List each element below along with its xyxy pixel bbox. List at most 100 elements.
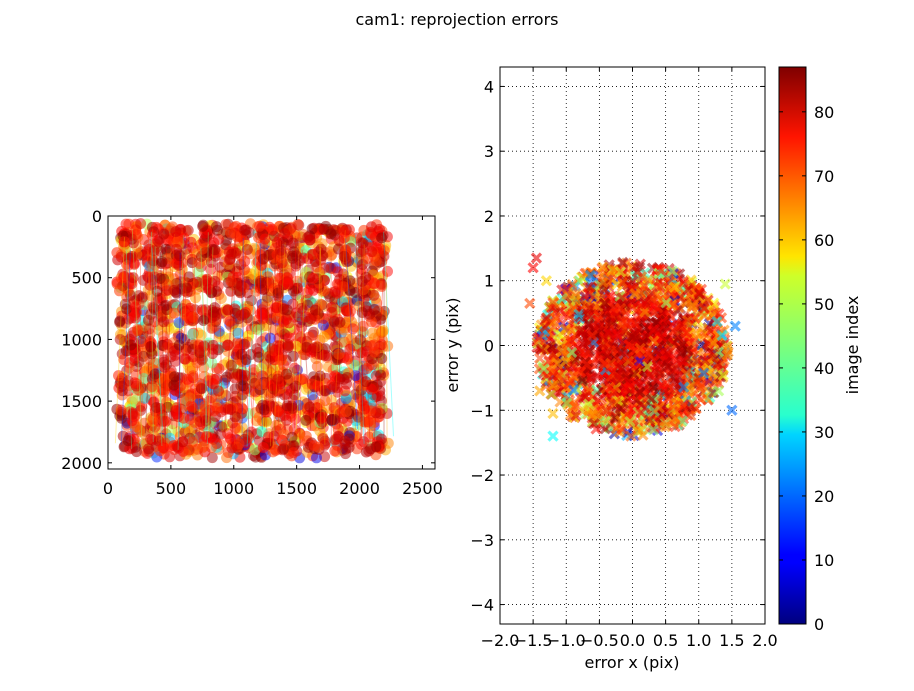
corner-point xyxy=(226,442,238,454)
error-marker xyxy=(616,277,628,289)
corner-point xyxy=(254,220,265,232)
corner-point xyxy=(318,331,330,343)
track-line xyxy=(163,234,175,431)
left-y-tick-label: 0 xyxy=(92,207,102,226)
corner-point xyxy=(181,286,193,298)
track-line xyxy=(360,241,365,437)
corner-point xyxy=(358,284,369,296)
error-marker xyxy=(668,399,680,412)
left-y-tick-label: 1000 xyxy=(61,330,102,349)
error-marker xyxy=(549,312,562,324)
corner-point xyxy=(168,284,180,296)
error-marker xyxy=(635,406,647,419)
corner-point xyxy=(156,256,168,268)
corner-point xyxy=(223,254,235,266)
colorbar-tick-label: 20 xyxy=(814,487,834,506)
error-marker xyxy=(566,361,579,373)
right-y-tick-label: 1 xyxy=(484,272,494,291)
right-x-tick-label: −1.0 xyxy=(547,631,586,650)
corner-point xyxy=(125,339,137,351)
error-marker xyxy=(651,280,663,292)
corner-point xyxy=(153,324,165,336)
corner-point xyxy=(209,244,221,256)
corner-point xyxy=(222,403,234,415)
corner-point xyxy=(275,244,287,256)
track-line xyxy=(218,249,223,433)
right-y-tick-label: −1 xyxy=(470,401,494,420)
corner-point xyxy=(314,370,326,382)
corner-point xyxy=(210,221,222,233)
error-marker xyxy=(668,299,680,311)
error-marker xyxy=(588,418,600,430)
corner-point xyxy=(318,349,330,361)
error-marker xyxy=(658,384,670,396)
corner-point xyxy=(275,354,286,366)
error-marker xyxy=(576,375,588,387)
error-marker xyxy=(597,261,609,273)
error-marker xyxy=(548,379,560,391)
error-marker xyxy=(617,256,629,269)
error-marker xyxy=(717,369,729,381)
error-marker xyxy=(660,297,672,309)
colorbar-gradient xyxy=(778,66,807,625)
corner-point xyxy=(115,251,127,263)
track-line xyxy=(204,232,209,440)
corner-point xyxy=(206,357,218,369)
corner-point xyxy=(224,315,236,327)
error-marker xyxy=(682,315,694,327)
track-line xyxy=(263,245,276,431)
corner-point xyxy=(276,434,288,446)
error-marker xyxy=(597,276,609,288)
corner-point xyxy=(329,414,340,425)
error-marker xyxy=(693,287,705,299)
track-line xyxy=(354,234,365,444)
track-line xyxy=(181,242,188,439)
error-marker xyxy=(547,370,559,382)
corner-point xyxy=(288,285,299,297)
corner-point xyxy=(128,258,140,270)
track-line xyxy=(182,228,191,445)
left-x-tick-label: 0 xyxy=(103,479,113,498)
error-marker xyxy=(712,358,724,370)
corner-point xyxy=(333,235,345,247)
corner-point xyxy=(329,286,341,298)
left-plot-frame xyxy=(107,215,436,470)
corner-point xyxy=(196,354,208,366)
track-line xyxy=(200,250,210,438)
error-marker xyxy=(561,288,573,300)
error-marker xyxy=(591,371,603,383)
corner-point xyxy=(274,340,286,352)
corner-point xyxy=(370,255,382,267)
corner-point xyxy=(143,243,155,255)
corner-point xyxy=(118,236,130,248)
error-marker xyxy=(530,252,543,264)
colorbar: 0 10 20 30 40 50 60 70 80 image index xyxy=(778,66,862,634)
corner-point xyxy=(235,309,247,321)
corner-point xyxy=(341,304,353,316)
error-marker xyxy=(687,300,700,312)
error-marker xyxy=(634,342,646,355)
corner-point xyxy=(187,370,199,382)
corner-point xyxy=(127,408,139,420)
error-marker xyxy=(625,430,637,442)
corner-point xyxy=(283,317,295,329)
error-marker xyxy=(559,323,572,335)
error-marker xyxy=(648,300,660,312)
corner-point xyxy=(376,433,387,445)
corner-point xyxy=(160,243,172,255)
corner-point xyxy=(195,329,207,341)
corner-point xyxy=(142,314,154,326)
error-marker xyxy=(639,298,652,310)
corner-point xyxy=(139,392,151,404)
error-marker xyxy=(695,393,707,405)
corner-point xyxy=(237,380,249,392)
track-line xyxy=(114,237,125,444)
error-marker xyxy=(566,346,578,359)
corner-point xyxy=(289,413,301,425)
corner-point xyxy=(185,400,197,412)
corner-point xyxy=(376,232,388,244)
corner-point xyxy=(376,353,388,364)
colorbar-tick-label: 50 xyxy=(814,295,834,314)
corner-point xyxy=(149,368,161,380)
corner-point xyxy=(344,343,356,355)
